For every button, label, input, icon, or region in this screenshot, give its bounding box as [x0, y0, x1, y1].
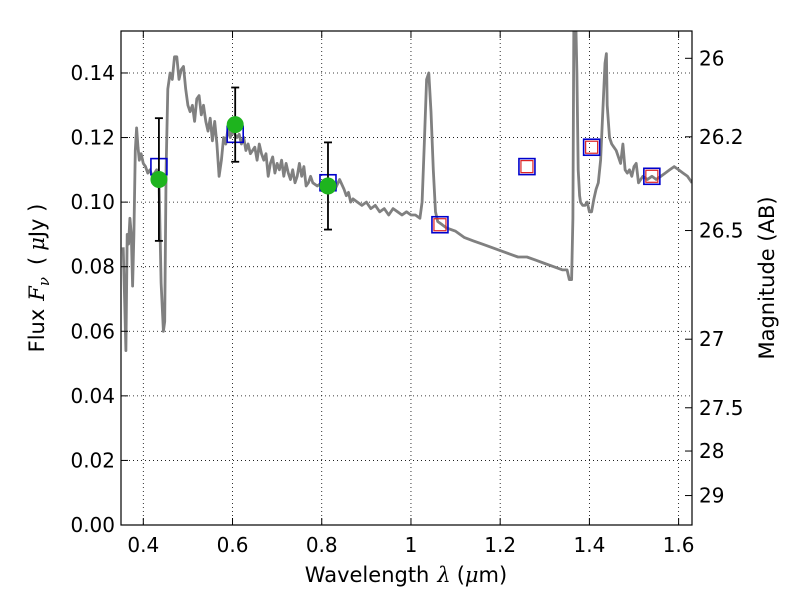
- model-photometry-red-square: [585, 140, 599, 154]
- x-tick-label: 0.6: [217, 533, 249, 557]
- model-photometry-blue-square: [582, 138, 601, 157]
- x-axis-title: Wavelength λ (μm): [305, 563, 507, 587]
- model-photometry-blue-square: [518, 157, 536, 176]
- x-tick-label: 0.8: [306, 533, 338, 557]
- x-tick-label: 1.6: [663, 533, 695, 557]
- y-tick-label: 0.02: [70, 448, 115, 472]
- y-tick-label: 0.04: [70, 384, 115, 408]
- y-axis-title-unit-mu: μ: [25, 237, 49, 251]
- y-axis-title-prefix: Flux: [25, 309, 49, 353]
- y-tick-label: 0.00: [70, 513, 115, 537]
- y2-tick-label: 26.2: [699, 125, 744, 149]
- plot-background: [121, 31, 692, 525]
- x-axis-title-unit-rest: m): [479, 563, 508, 587]
- observed-data-point: [319, 177, 337, 195]
- y-tick-label: 0.12: [70, 126, 115, 150]
- y-tick-label: 0.08: [70, 255, 115, 279]
- x-tick-label: 0.4: [127, 533, 159, 557]
- y-axis-title-unit-open: (: [25, 257, 49, 265]
- x-tick-label: 1: [405, 533, 418, 557]
- y2-tick-label: 27.5: [699, 396, 744, 420]
- model-photometry-red-square: [433, 218, 447, 232]
- plot-frame: [120, 30, 693, 526]
- x-axis-title-var: λ: [436, 563, 450, 587]
- y-axis-title-unit-rest: Jy ): [25, 204, 49, 240]
- y-axis-title: Flux Fν ( μJy ): [25, 204, 53, 353]
- observed-data-point: [150, 171, 168, 189]
- x-tick-label: 1.4: [573, 533, 605, 557]
- y-tick-label: 0.10: [70, 190, 115, 214]
- x-axis-title-unit-open: (: [457, 563, 465, 587]
- y-axis-title-var: F: [25, 285, 49, 302]
- axis-ticks: 0.4 0.6 0.8 1 1.2 1.4 1.6 0.00 0.02 0.04 0.06 0.08 0…: [70, 31, 744, 557]
- y2-axis-title: Magnitude (AB): [755, 196, 779, 359]
- y2-tick-label: 26.5: [699, 219, 744, 243]
- y2-tick-label: 28: [699, 439, 724, 463]
- observed-data-point: [226, 116, 244, 134]
- y2-tick-label: 29: [699, 484, 724, 508]
- y-axis-title-sub: ν: [35, 277, 53, 286]
- y-tick-label: 0.14: [70, 61, 115, 85]
- y2-tick-label: 27: [699, 327, 724, 351]
- y-tick-label: 0.06: [70, 319, 115, 343]
- model-photometry-red-square: [645, 169, 659, 183]
- y2-tick-label: 26: [699, 46, 724, 70]
- x-axis-title-unit-mu: μ: [465, 563, 479, 587]
- model-photometry-blue-square: [643, 167, 661, 186]
- model-photometry-red-square: [520, 160, 534, 174]
- model-photometry-blue-square: [431, 215, 449, 234]
- x-tick-label: 1.2: [484, 533, 516, 557]
- markers-layer: [150, 86, 661, 242]
- x-axis-title-prefix: Wavelength: [305, 563, 430, 587]
